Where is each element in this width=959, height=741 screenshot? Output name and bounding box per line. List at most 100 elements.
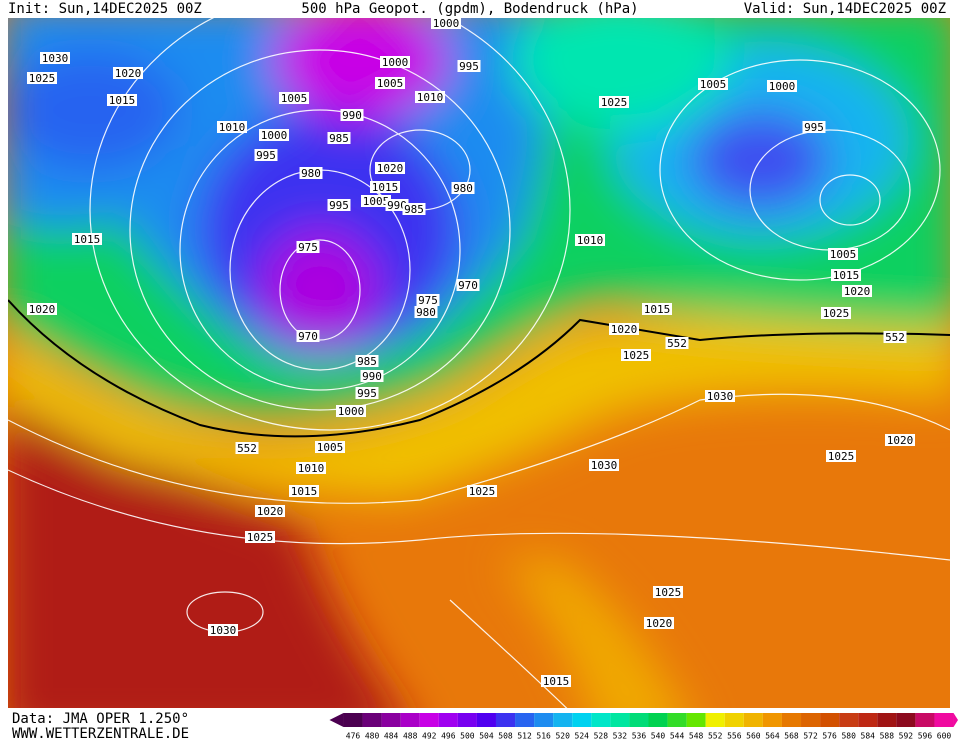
contour-label: 975 bbox=[298, 241, 318, 254]
label-box bbox=[217, 121, 247, 133]
label-box bbox=[255, 505, 285, 517]
contour-label: 1010 bbox=[298, 462, 325, 475]
map-title: 500 hPa Geopot. (gpdm), Bodendruck (hPa) bbox=[301, 1, 638, 17]
contour-label: 1025 bbox=[601, 96, 628, 109]
contour-label: 985 bbox=[329, 132, 349, 145]
contour-label: 1015 bbox=[543, 675, 570, 688]
colorbar-box bbox=[457, 713, 477, 727]
contour-label: 1020 bbox=[29, 303, 56, 316]
colorbar-box bbox=[476, 713, 496, 727]
label-box bbox=[653, 586, 683, 598]
label-box bbox=[380, 56, 410, 68]
label-box bbox=[705, 390, 735, 402]
contour-label: 990 bbox=[342, 109, 362, 122]
label-box bbox=[27, 72, 57, 84]
colorbar-box bbox=[858, 713, 878, 727]
contour-label: 995 bbox=[459, 60, 479, 73]
label-box bbox=[621, 349, 651, 361]
label-box bbox=[296, 462, 326, 474]
contour-label: 1005 bbox=[830, 248, 857, 261]
contour-label: 1010 bbox=[417, 91, 444, 104]
contour-label: 1000 bbox=[769, 80, 796, 93]
colorbar-box bbox=[591, 713, 611, 727]
colorbar-box bbox=[495, 713, 516, 727]
label-box bbox=[327, 132, 351, 144]
colorbar-box bbox=[896, 713, 916, 727]
colorbar-label: 556 bbox=[727, 732, 742, 741]
website: WWW.WETTERZENTRALE.DE bbox=[12, 726, 189, 741]
label-box bbox=[831, 269, 861, 281]
contour-label: 1020 bbox=[887, 434, 914, 447]
label-box bbox=[299, 167, 323, 179]
label-box bbox=[842, 285, 872, 297]
label-box bbox=[644, 617, 674, 629]
contour-label: 1000 bbox=[338, 405, 365, 418]
colorbar-label: 512 bbox=[517, 732, 532, 741]
contour-label: 1025 bbox=[469, 485, 496, 498]
label-box bbox=[665, 337, 689, 349]
colorbar-label: 492 bbox=[422, 732, 437, 741]
colorbar-label: 564 bbox=[765, 732, 780, 741]
label-box bbox=[375, 162, 405, 174]
contour-label: 1005 bbox=[363, 195, 390, 208]
label-box bbox=[416, 294, 440, 306]
contour-label: 990 bbox=[362, 370, 382, 383]
colorbar-label: 488 bbox=[403, 732, 418, 741]
colorbar-box bbox=[362, 713, 382, 727]
colorbar-box bbox=[648, 713, 668, 727]
label-box bbox=[245, 531, 275, 543]
label-box bbox=[457, 60, 481, 72]
colorbar-label: 580 bbox=[841, 732, 856, 741]
colorbar-label: 476 bbox=[346, 732, 361, 741]
colorbar-box bbox=[743, 713, 763, 727]
label-box bbox=[107, 94, 137, 106]
label-box bbox=[456, 279, 480, 291]
contour-label: 1030 bbox=[210, 624, 237, 637]
colorbar-label: 480 bbox=[365, 732, 380, 741]
contour-label: 552 bbox=[885, 331, 905, 344]
colorbar-arrow-left bbox=[329, 713, 344, 727]
colorbar-box bbox=[515, 713, 535, 727]
label-box bbox=[883, 331, 907, 343]
label-box bbox=[642, 303, 672, 315]
colorbar-box bbox=[801, 713, 821, 727]
contour-label: 1025 bbox=[828, 450, 855, 463]
label-box bbox=[826, 450, 856, 462]
init-time: Init: Sun,14DEC2025 00Z bbox=[8, 1, 202, 17]
colorbar-box bbox=[724, 713, 744, 727]
contour-label: 980 bbox=[453, 182, 473, 195]
label-box bbox=[609, 323, 639, 335]
label-box bbox=[259, 129, 289, 141]
label-box bbox=[431, 17, 461, 29]
colorbar-label: 548 bbox=[689, 732, 704, 741]
colorbar-box bbox=[629, 713, 649, 727]
contour-label: 985 bbox=[404, 203, 424, 216]
label-box bbox=[370, 181, 400, 193]
colorbar-label: 568 bbox=[784, 732, 799, 741]
contour-label: 1025 bbox=[29, 72, 56, 85]
label-box bbox=[402, 203, 426, 215]
contour-label: 1005 bbox=[317, 441, 344, 454]
contour-label: 1020 bbox=[844, 285, 871, 298]
contour-label: 1015 bbox=[644, 303, 671, 316]
contour-label: 1005 bbox=[700, 78, 727, 91]
label-box bbox=[254, 149, 278, 161]
label-box bbox=[414, 306, 438, 318]
contour-label: 1020 bbox=[257, 505, 284, 518]
colorbar-box bbox=[572, 713, 592, 727]
contour-label: 1015 bbox=[109, 94, 136, 107]
label-box bbox=[235, 442, 259, 454]
contour-label: 1025 bbox=[655, 586, 682, 599]
colorbar-label: 584 bbox=[861, 732, 876, 741]
contour-label: 1000 bbox=[261, 129, 288, 142]
colorbar-arrow-right bbox=[953, 713, 958, 727]
contour-label: 1010 bbox=[219, 121, 246, 134]
label-box bbox=[40, 52, 70, 64]
data-source: Data: JMA OPER 1.250° bbox=[12, 711, 189, 727]
contour-label: 970 bbox=[298, 330, 318, 343]
contour-label: 1015 bbox=[833, 269, 860, 282]
label-box bbox=[336, 405, 366, 417]
colorbar-label: 528 bbox=[594, 732, 609, 741]
contour-label: 995 bbox=[357, 387, 377, 400]
